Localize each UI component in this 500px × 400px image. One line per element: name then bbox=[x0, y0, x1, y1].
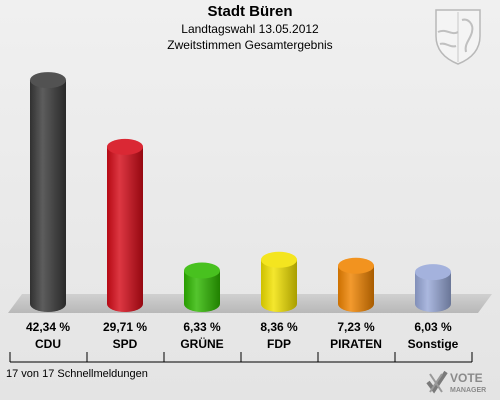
bar-grüne bbox=[184, 262, 220, 312]
value-label-grüne: 6,33 % bbox=[183, 320, 221, 334]
bar-spd bbox=[107, 138, 143, 312]
value-label-piraten: 7,23 % bbox=[337, 320, 375, 334]
bar-piraten bbox=[338, 257, 374, 312]
chart-subtitle-result: Zweitstimmen Gesamtergebnis bbox=[167, 38, 333, 52]
category-label-cdu: CDU bbox=[35, 337, 61, 351]
value-label-fdp: 8,36 % bbox=[260, 320, 298, 334]
category-label-piraten: PIRATEN bbox=[330, 337, 382, 351]
category-label-grüne: GRÜNE bbox=[180, 336, 223, 351]
bar-fdp bbox=[261, 251, 297, 312]
value-label-cdu: 42,34 % bbox=[26, 320, 70, 334]
brand-line1: VOTE bbox=[450, 371, 483, 385]
value-label-spd: 29,71 % bbox=[103, 320, 147, 334]
chart-title: Stadt Büren bbox=[207, 3, 293, 20]
votemanager-logo: VOTE MANAGER bbox=[426, 370, 486, 394]
footer-reports-count: 17 von 17 Schnellmeldungen bbox=[6, 368, 148, 380]
coat-of-arms-icon bbox=[435, 9, 481, 65]
category-label-sonstige: Sonstige bbox=[408, 337, 459, 351]
category-label-spd: SPD bbox=[113, 337, 138, 351]
bar-cdu bbox=[30, 72, 66, 312]
bar-sonstige bbox=[415, 264, 451, 312]
checkmark-icon bbox=[426, 370, 448, 394]
chart-subtitle-election: Landtagswahl 13.05.2012 bbox=[181, 22, 319, 36]
category-label-fdp: FDP bbox=[267, 337, 291, 351]
value-label-sonstige: 6,03 % bbox=[414, 320, 452, 334]
brand-line2: MANAGER bbox=[450, 387, 486, 394]
